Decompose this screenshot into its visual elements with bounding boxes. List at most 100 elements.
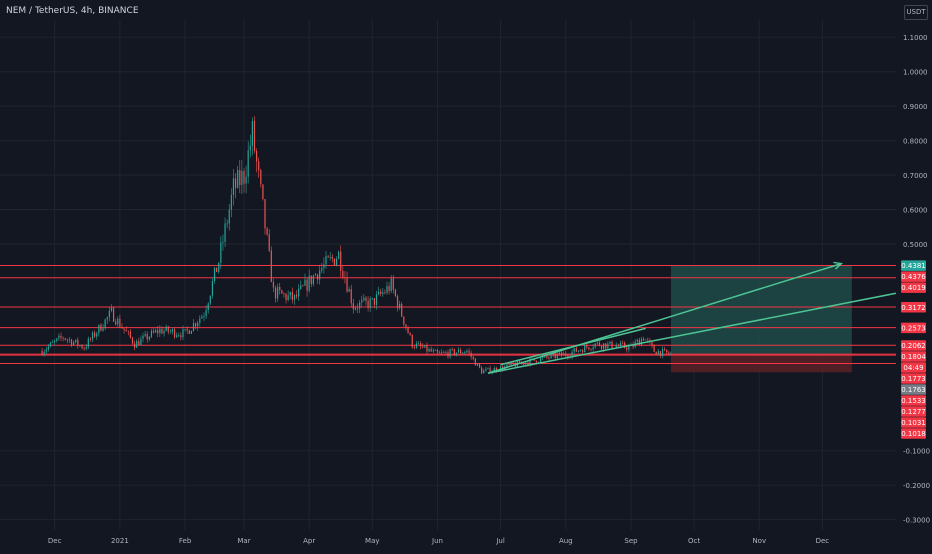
candle-body xyxy=(115,321,117,325)
candle-body xyxy=(670,353,672,355)
x-tick-label: Mar xyxy=(237,537,250,545)
candle-body xyxy=(537,362,540,363)
candle-body xyxy=(365,297,367,301)
candle-body xyxy=(230,194,232,210)
candle-body xyxy=(432,350,434,352)
currency-badge[interactable]: USDT xyxy=(904,5,928,20)
candle-body xyxy=(335,258,338,265)
candle-body xyxy=(449,349,451,357)
candle-body xyxy=(401,303,403,317)
candle-body xyxy=(66,339,68,341)
candle-body xyxy=(645,339,647,341)
price-label-box xyxy=(901,322,926,334)
candle-body xyxy=(43,351,45,355)
candle-body xyxy=(157,330,159,334)
y-tick-label: 0.9000 xyxy=(903,103,928,111)
candle-body xyxy=(340,251,342,271)
price-label: 0.4376 xyxy=(901,273,926,281)
candle-body xyxy=(91,332,94,340)
candle-body xyxy=(510,362,512,365)
candle-body xyxy=(371,298,373,299)
candle-body xyxy=(232,178,235,195)
candle-body xyxy=(356,308,359,309)
profit-zone xyxy=(670,265,852,355)
y-tick-label: 1.1000 xyxy=(903,34,928,42)
candle-body xyxy=(518,360,521,364)
candle-body xyxy=(155,330,157,333)
candle-body xyxy=(234,178,237,188)
candle-body xyxy=(54,340,56,343)
candle-body xyxy=(655,351,657,355)
candle-body xyxy=(171,329,174,332)
price-label-box xyxy=(901,301,926,313)
candle-body xyxy=(451,349,453,350)
candle-body xyxy=(405,324,407,328)
candle-body xyxy=(468,350,470,353)
candle-body xyxy=(333,258,336,265)
candle-body xyxy=(544,355,546,358)
x-tick-label: Aug xyxy=(559,537,573,545)
candle-body xyxy=(441,352,443,354)
candle-body xyxy=(407,327,409,334)
candle-body xyxy=(529,358,531,365)
candle-body xyxy=(495,368,497,372)
candle-body xyxy=(85,347,87,349)
candle-body xyxy=(346,278,348,292)
candle-body xyxy=(415,343,418,348)
candle-body xyxy=(205,310,207,317)
candle-body xyxy=(79,345,81,346)
candle-body xyxy=(575,348,577,352)
candle-body xyxy=(390,278,392,292)
candle-body xyxy=(411,334,413,348)
price-label-box xyxy=(901,351,926,362)
candle-body xyxy=(361,300,363,303)
candle-body xyxy=(264,199,266,229)
x-tick-label: Sep xyxy=(624,537,638,545)
candle-body xyxy=(640,338,643,345)
y-tick-label: -0.1000 xyxy=(903,448,930,456)
candle-body xyxy=(274,287,277,299)
candle-body xyxy=(266,228,268,235)
x-tick-label: Apr xyxy=(303,537,315,545)
candle-body xyxy=(197,322,199,327)
candle-body xyxy=(310,275,312,285)
candle-body xyxy=(560,352,563,356)
candle-body xyxy=(348,289,350,292)
candle-body xyxy=(298,288,300,297)
candle-body xyxy=(150,330,153,337)
candle-body xyxy=(661,348,664,356)
candle-body xyxy=(224,223,226,242)
x-tick-label: 2021 xyxy=(111,537,129,545)
candle-body xyxy=(373,298,375,305)
candle-body xyxy=(396,296,399,309)
trend-line xyxy=(487,262,842,374)
candle-body xyxy=(304,279,306,286)
candle-body xyxy=(228,209,230,224)
price-label-box xyxy=(901,362,926,373)
candle-body xyxy=(558,352,561,355)
candle-body xyxy=(279,286,281,291)
candle-body xyxy=(89,338,92,340)
candle-body xyxy=(239,170,241,186)
candle-body xyxy=(380,291,382,295)
y-tick-label: -0.2000 xyxy=(903,482,930,490)
x-tick-label: Dec xyxy=(48,537,62,545)
candle-body xyxy=(628,345,630,350)
candle-body xyxy=(272,282,275,288)
candle-body xyxy=(161,328,163,334)
candle-body xyxy=(77,339,79,346)
candle-body xyxy=(45,349,47,352)
candle-body xyxy=(621,342,624,344)
candle-body xyxy=(178,335,180,337)
candle-body xyxy=(112,307,115,322)
candle-body xyxy=(462,352,464,354)
candle-body xyxy=(436,349,439,353)
candle-body xyxy=(350,289,352,304)
candle-body xyxy=(98,324,100,334)
candle-body xyxy=(68,339,71,341)
candle-body xyxy=(306,279,308,291)
price-label-box xyxy=(901,340,926,351)
candle-body xyxy=(226,223,228,225)
candle-body xyxy=(195,323,197,327)
